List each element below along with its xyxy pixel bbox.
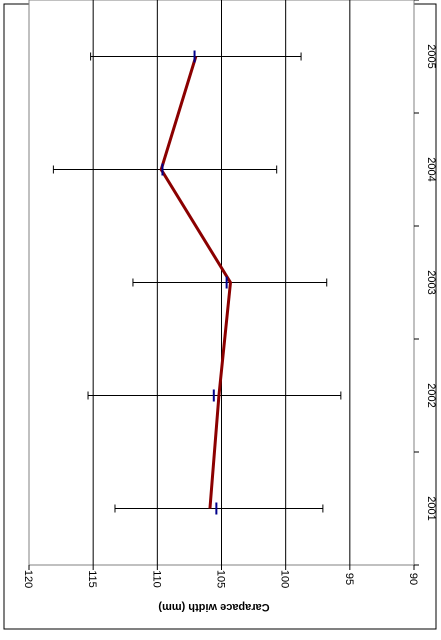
x-tick-label-2005: 2005 [425,44,437,68]
x-tick-label-2002: 2002 [425,383,437,407]
y-tick-label-100: 100 [279,570,291,588]
x-tick-label-2003: 2003 [425,270,437,294]
category-ticks [28,0,419,570]
x-tick-label-2001: 2001 [425,496,437,520]
x-tick-label-2004: 2004 [425,157,437,181]
y-tick-label-115: 115 [86,570,98,588]
value-axis-tick-labels: 90 95 100 105 110 115 120 [22,570,419,588]
category-axis-tick-labels: 2001 2002 2003 2004 2005 [425,44,437,520]
y-tick-label-110: 110 [150,570,162,588]
value-axis-title: Carapace width (mm) [158,601,270,613]
y-tick-label-105: 105 [215,570,227,588]
y-tick-label-95: 95 [343,573,355,585]
line-series [159,56,233,509]
y-tick-label-90: 90 [407,573,419,585]
y-tick-label-120: 120 [22,570,34,588]
mean-markers [161,50,228,515]
series-line-0 [159,56,233,509]
